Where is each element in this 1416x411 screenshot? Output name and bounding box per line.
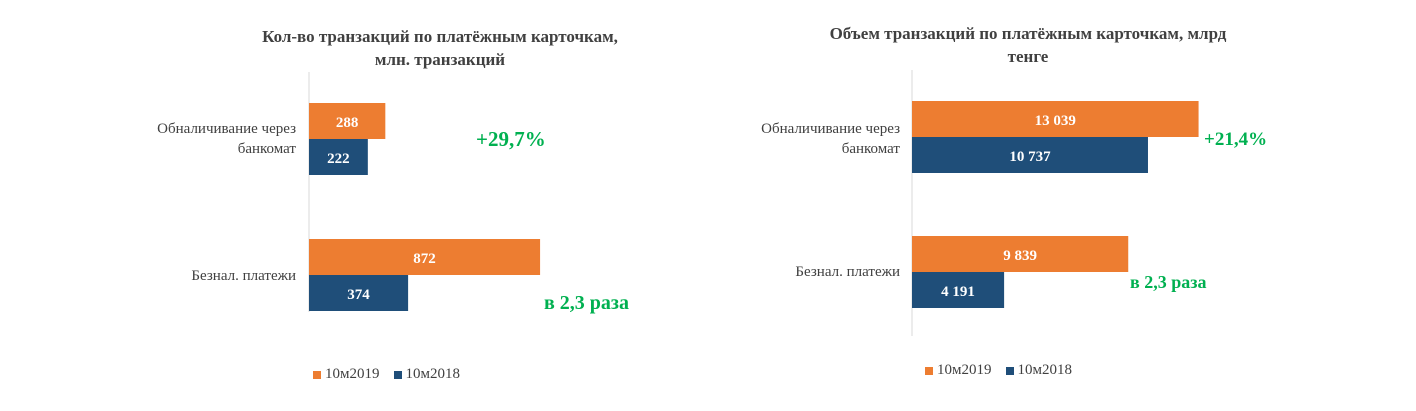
legend-item-2019: 10м2019: [313, 366, 380, 383]
legend-label-2018: 10м2018: [405, 366, 461, 382]
chart-title-line-1: Объем транзакций по платёжным карточкам,…: [829, 24, 1227, 43]
chart-transaction-volume: Объем транзакций по платёжным карточкам,…: [708, 0, 1416, 411]
category-label: Безнал. платежи: [795, 264, 900, 280]
chart-title-line-2: млн. транзакций: [374, 50, 506, 69]
chart-plot-area: Обналичивание через банкомат Безнал. плате…: [157, 72, 629, 314]
data-label: 288: [336, 115, 359, 131]
legend-label-2019: 10м2019: [937, 362, 992, 378]
legend: 10м2019 10м2018: [313, 366, 474, 383]
legend: 10м2019 10м2018: [925, 362, 1086, 379]
bar-2019: [309, 239, 541, 275]
bar-2019: [309, 103, 386, 139]
category-label: банкомат: [238, 141, 297, 157]
data-label: 4 191: [941, 284, 975, 300]
data-label: 10 737: [1009, 149, 1051, 165]
chart-transaction-count: Кол-во транзакций по платёжным карточкам…: [157, 25, 680, 383]
bar-2018: [309, 139, 368, 175]
legend-swatch-2018: [1005, 366, 1014, 375]
bar-2018: [912, 272, 1005, 308]
legend-swatch-2019: [313, 370, 321, 379]
bar-2019: [912, 236, 1129, 272]
legend-swatch-2019: [925, 366, 933, 375]
bar-2019: [912, 101, 1199, 137]
category-label: Безнал. платежи: [191, 268, 296, 284]
chart-plot-area: Обналичивание через банкомат Безнал. плате…: [761, 70, 1267, 336]
chart-title-line-2: тенге: [1007, 47, 1049, 66]
legend-label-2019: 10м2019: [325, 366, 380, 382]
legend-item-2019: 10м2019: [925, 362, 992, 379]
growth-annotation: +29,7%: [476, 127, 546, 151]
category-label: банкомат: [842, 141, 901, 157]
data-label: 222: [327, 151, 350, 167]
category-label: Обналичивание через: [761, 121, 900, 137]
legend-swatch-2018: [393, 370, 402, 379]
data-label: 374: [347, 287, 370, 303]
growth-annotation: в 2,3 раза: [1130, 272, 1206, 292]
data-label: 9 839: [1003, 248, 1037, 264]
legend-item-2018: 10м2018: [1005, 362, 1073, 379]
bar-2018: [309, 275, 409, 311]
legend-item-2018: 10м2018: [393, 366, 461, 383]
growth-annotation: +21,4%: [1204, 129, 1267, 150]
chart-title: Кол-во транзакций по платёжным карточкам…: [200, 25, 680, 71]
chart-title-line-1: Кол-во транзакций по платёжным карточкам…: [262, 27, 618, 46]
growth-annotation: в 2,3 раза: [544, 292, 629, 314]
bar-2018: [912, 137, 1148, 173]
chart-title: Объем транзакций по платёжным карточкам,…: [748, 22, 1308, 68]
legend-label-2018: 10м2018: [1017, 362, 1073, 378]
data-label: 13 039: [1035, 113, 1076, 129]
category-label: Обналичивание через: [157, 121, 296, 137]
data-label: 872: [413, 251, 436, 267]
